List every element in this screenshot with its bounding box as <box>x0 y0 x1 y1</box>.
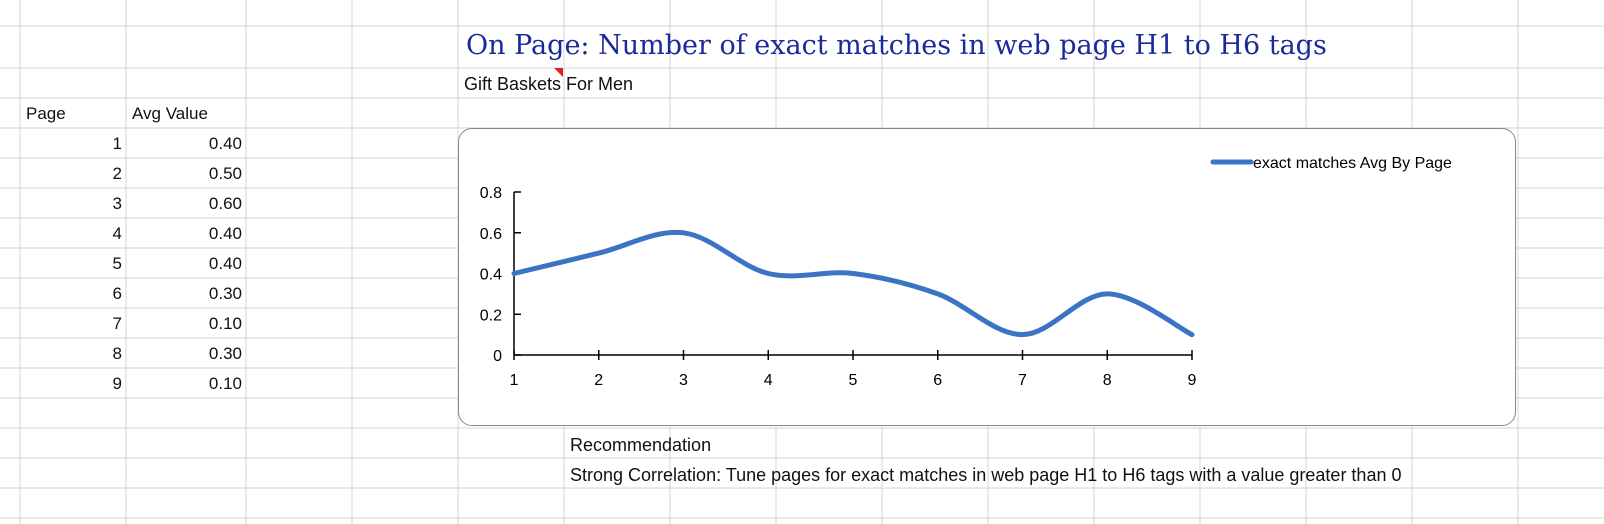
data-point <box>681 230 686 235</box>
x-tick-label: 3 <box>679 372 688 389</box>
data-point <box>935 291 940 296</box>
y-tick-label: 0.4 <box>480 267 502 284</box>
page-cell[interactable]: 6 <box>112 284 122 303</box>
data-point <box>596 251 601 256</box>
data-point <box>766 271 771 276</box>
avg-value-cell[interactable]: 0.60 <box>208 194 242 213</box>
header-page[interactable]: Page <box>26 104 66 123</box>
x-tick-label: 9 <box>1188 372 1197 389</box>
avg-value-cell[interactable]: 0.10 <box>208 314 242 333</box>
x-tick-label: 4 <box>764 372 773 389</box>
x-tick-label: 7 <box>1018 372 1027 389</box>
header-avg-value[interactable]: Avg Value <box>132 104 208 123</box>
avg-value-cell[interactable]: 0.30 <box>208 284 242 303</box>
page-cell[interactable]: 2 <box>112 164 122 183</box>
y-tick-label: 0 <box>493 348 502 365</box>
page-cell[interactable]: 4 <box>112 224 122 243</box>
x-tick-label: 8 <box>1103 372 1112 389</box>
x-tick-label: 5 <box>849 372 858 389</box>
chart-container[interactable]: 0 0.2 0.4 0.6 0.8 1 2 3 4 5 6 7 8 9 exact matches Avg … <box>458 128 1516 426</box>
recommendation-text[interactable]: Strong Correlation: Tune pages for exact… <box>570 465 1402 485</box>
x-tick-label: 2 <box>594 372 603 389</box>
y-tick-label: 0.8 <box>480 185 502 202</box>
page-cell[interactable]: 5 <box>112 254 122 273</box>
data-point <box>851 271 856 276</box>
data-point <box>1105 291 1110 296</box>
comment-indicator-icon[interactable] <box>554 68 563 77</box>
avg-value-cell[interactable]: 0.10 <box>208 374 242 393</box>
sheet-title: On Page: Number of exact matches in web … <box>466 30 1327 61</box>
avg-value-cell[interactable]: 0.40 <box>208 224 242 243</box>
line-chart: 0 0.2 0.4 0.6 0.8 1 2 3 4 5 6 7 8 9 exact matches Avg … <box>480 155 1452 389</box>
avg-value-cell[interactable]: 0.40 <box>208 134 242 153</box>
page-cell[interactable]: 7 <box>112 314 122 333</box>
data-point <box>1020 332 1025 337</box>
data-point <box>512 271 517 276</box>
page-cell[interactable]: 3 <box>112 194 122 213</box>
avg-value-cell[interactable]: 0.50 <box>208 164 242 183</box>
x-tick-label: 6 <box>933 372 942 389</box>
recommendation-label[interactable]: Recommendation <box>570 435 712 455</box>
avg-value-cell[interactable]: 0.30 <box>208 344 242 363</box>
page-cell[interactable]: 9 <box>112 374 122 393</box>
legend-label: exact matches Avg By Page <box>1253 155 1452 172</box>
data-point <box>1190 332 1195 337</box>
x-tick-label: 1 <box>510 372 519 389</box>
page-cell[interactable]: 8 <box>112 344 122 363</box>
y-tick-label: 0.6 <box>480 226 502 243</box>
page-cell[interactable]: 1 <box>112 134 122 153</box>
sheet-subtitle[interactable]: Gift Baskets For Men <box>464 74 634 94</box>
y-tick-label: 0.2 <box>480 307 502 324</box>
avg-value-cell[interactable]: 0.40 <box>208 254 242 273</box>
series-line <box>511 229 1195 338</box>
